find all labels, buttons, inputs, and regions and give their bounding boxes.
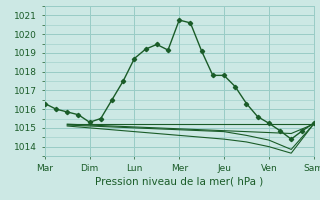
X-axis label: Pression niveau de la mer( hPa ): Pression niveau de la mer( hPa )	[95, 177, 263, 187]
